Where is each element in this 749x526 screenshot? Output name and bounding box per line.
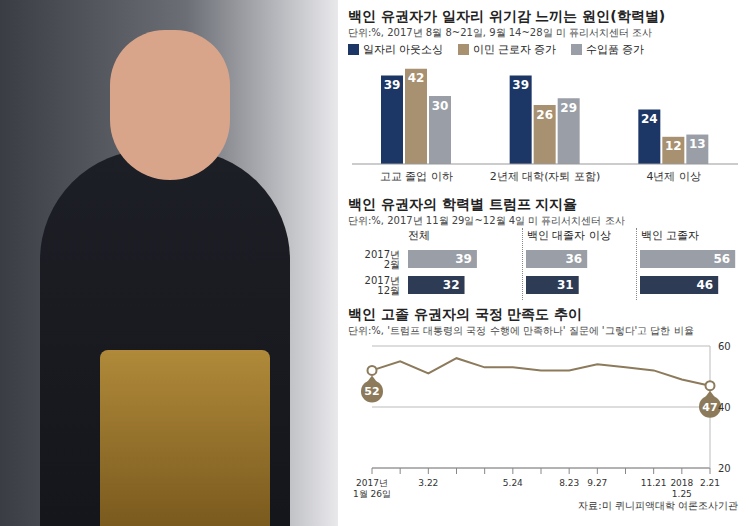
svg-text:29: 29	[560, 101, 577, 115]
html-text:단위:%, 2017년 8월 8~21일, 9월 14~28: 단위:%, 2017년 8월 8~21일, 9월 14~28일 미 퓨리서치센터…	[348, 27, 653, 38]
svg-text:5.24: 5.24	[503, 478, 523, 488]
svg-text:2년제 대학(자퇴 포함): 2년제 대학(자퇴 포함)	[490, 170, 601, 183]
svg-text:36: 36	[565, 252, 582, 266]
svg-text:11.21: 11.21	[641, 478, 667, 488]
svg-text:60: 60	[718, 341, 731, 352]
svg-text:4년제 이상: 4년제 이상	[646, 170, 701, 183]
svg-text:52: 52	[364, 385, 379, 398]
svg-text:12: 12	[665, 139, 682, 153]
svg-text:42: 42	[408, 71, 425, 85]
svg-text:39: 39	[384, 78, 401, 92]
html-text:수입품 증가: 수입품 증가	[585, 42, 644, 56]
html-text:백인 유권자의 학력별 트럼프 지지율: 백인 유권자의 학력별 트럼프 지지율	[348, 196, 578, 212]
svg-text:32: 32	[443, 278, 460, 292]
svg-text:2017년12월: 2017년12월	[365, 275, 400, 296]
html-text:일자리 아웃소싱: 일자리 아웃소싱	[363, 42, 444, 56]
svg-text:13: 13	[689, 137, 706, 151]
svg-text:56: 56	[713, 252, 730, 266]
svg-text:고교 졸업 이하: 고교 졸업 이하	[380, 170, 453, 183]
svg-text:26: 26	[536, 108, 553, 122]
svg-text:39: 39	[512, 78, 529, 92]
html-text:이민 근로자 증가: 이민 근로자 증가	[472, 42, 557, 56]
svg-text:31: 31	[557, 278, 574, 292]
svg-text:3.22: 3.22	[418, 478, 438, 488]
svg-text:2.21: 2.21	[700, 478, 720, 488]
svg-text:46: 46	[696, 278, 713, 292]
svg-text:8.23: 8.23	[559, 478, 579, 488]
svg-text:39: 39	[455, 252, 472, 266]
svg-text:30: 30	[432, 99, 449, 113]
svg-text:20181.25: 20181.25	[670, 478, 693, 499]
html-text:단위:%, 2017년 11월 29일~12월 4일 미 퓨: 단위:%, 2017년 11월 29일~12월 4일 미 퓨리서치센터 조사	[348, 215, 625, 226]
html-text:전체: 전체	[408, 229, 430, 242]
html-text:백인 고졸자: 백인 고졸자	[641, 229, 700, 242]
html-text:자료:미 퀴니피액대학 여론조사기관: 자료:미 퀴니피액대학 여론조사기관	[578, 500, 738, 511]
svg-text:47: 47	[702, 401, 717, 414]
svg-text:2017년1월 26일: 2017년1월 26일	[353, 478, 391, 499]
html-text:단위:%, '트럼프 대통령의 국정 수행에 만족하나' 질: 단위:%, '트럼프 대통령의 국정 수행에 만족하나' 질문에 '그렇다'고 …	[348, 325, 694, 336]
html-text:백인 대졸자 이상: 백인 대졸자 이상	[527, 229, 611, 242]
svg-text:9.27: 9.27	[587, 478, 607, 488]
svg-text:24: 24	[641, 112, 658, 126]
svg-text:2017년2월: 2017년2월	[365, 249, 400, 270]
html-text:백인 고졸 유권자의 국정 만족도 추이: 백인 고졸 유권자의 국정 만족도 추이	[348, 306, 583, 322]
html-text:백인 유권자가 일자리 위기감 느끼는 원인(학력별): 백인 유권자가 일자리 위기감 느끼는 원인(학력별)	[348, 8, 666, 24]
svg-text:20: 20	[718, 463, 731, 474]
svg-text:40: 40	[718, 402, 731, 413]
